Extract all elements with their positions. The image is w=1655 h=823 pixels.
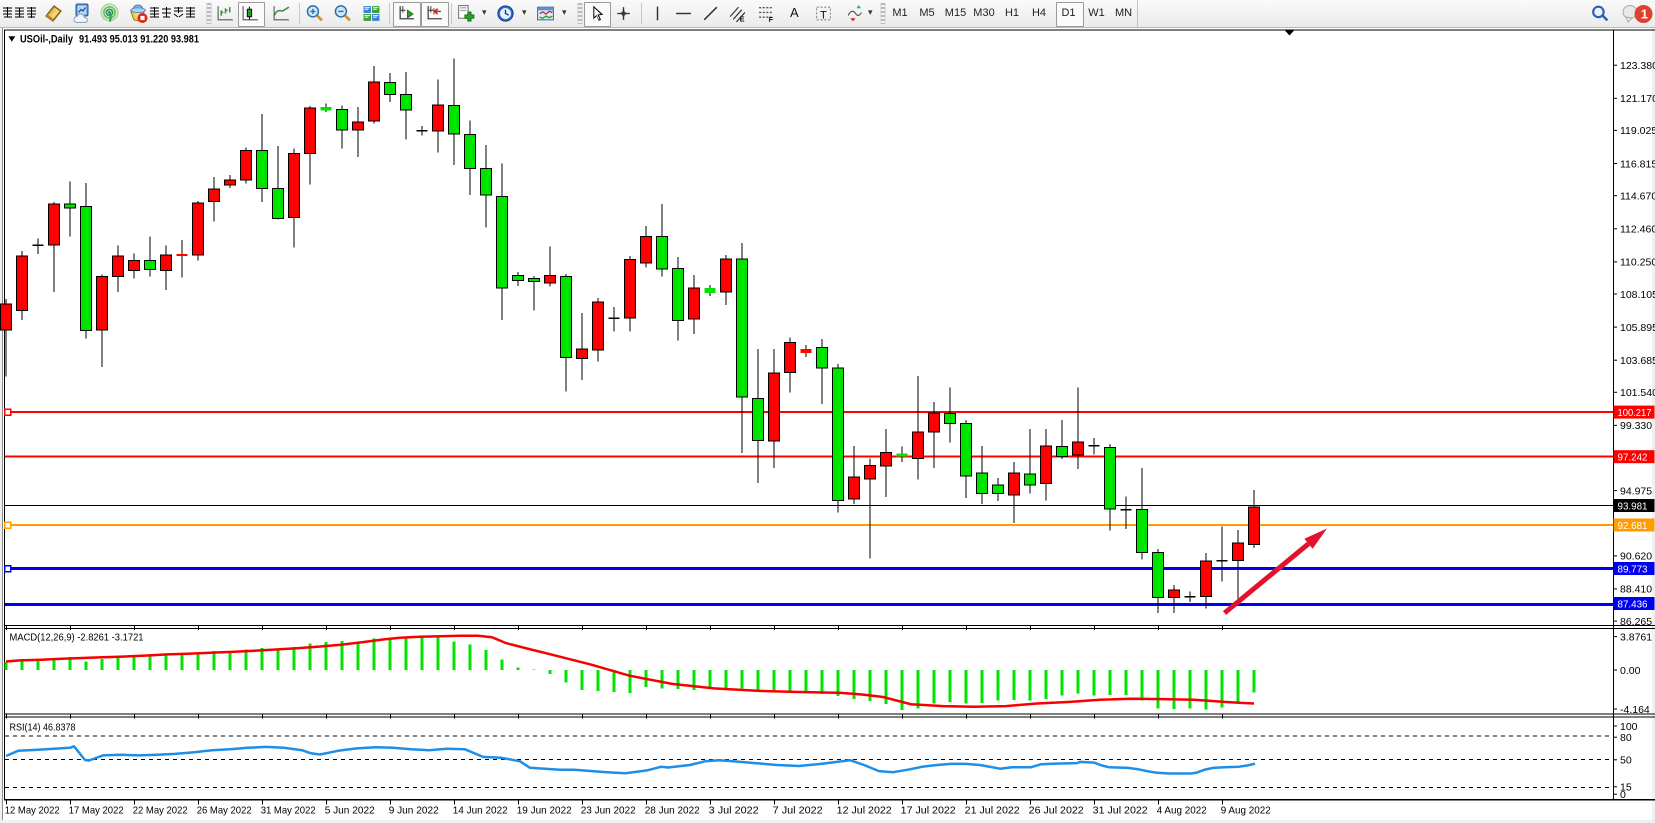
- svg-text:E: E: [740, 14, 745, 23]
- svg-text:26 May 2022: 26 May 2022: [197, 805, 252, 817]
- svg-text:92.681: 92.681: [1618, 520, 1648, 532]
- svg-text:97.242: 97.242: [1618, 452, 1648, 464]
- svg-text:28 Jun 2022: 28 Jun 2022: [645, 805, 700, 817]
- svg-text:105.895: 105.895: [1620, 322, 1655, 334]
- svg-text:22 May 2022: 22 May 2022: [133, 805, 188, 817]
- svg-text:0.00: 0.00: [1620, 665, 1641, 677]
- svg-text:87.436: 87.436: [1618, 598, 1648, 610]
- svg-text:3 Jul 2022: 3 Jul 2022: [709, 805, 759, 817]
- svg-text:86.265: 86.265: [1620, 616, 1652, 628]
- svg-text:9 Aug 2022: 9 Aug 2022: [1221, 805, 1271, 817]
- svg-text:99.330: 99.330: [1620, 420, 1652, 432]
- svg-text:80: 80: [1620, 732, 1632, 744]
- svg-text:26 Jul 2022: 26 Jul 2022: [1029, 805, 1084, 817]
- svg-text:110.250: 110.250: [1620, 257, 1655, 269]
- svg-text:100: 100: [1620, 721, 1638, 733]
- svg-text:4 Aug 2022: 4 Aug 2022: [1157, 805, 1207, 817]
- svg-text:94.975: 94.975: [1620, 485, 1652, 497]
- svg-text:89.773: 89.773: [1618, 563, 1648, 575]
- svg-text:116.815: 116.815: [1620, 158, 1655, 170]
- svg-text:MACD(12,26,9) -2.8261 -3.1721: MACD(12,26,9) -2.8261 -3.1721: [10, 632, 144, 644]
- svg-text:23 Jun 2022: 23 Jun 2022: [581, 805, 636, 817]
- svg-text:90.620: 90.620: [1620, 551, 1652, 563]
- svg-text:17 May 2022: 17 May 2022: [69, 805, 124, 817]
- svg-text:15: 15: [1620, 782, 1632, 794]
- svg-text:17 Jul 2022: 17 Jul 2022: [901, 805, 956, 817]
- svg-text:9 Jun 2022: 9 Jun 2022: [389, 805, 439, 817]
- svg-text:93.981: 93.981: [1618, 500, 1648, 512]
- svg-text:19 Jun 2022: 19 Jun 2022: [517, 805, 572, 817]
- svg-text:5 Jun 2022: 5 Jun 2022: [325, 805, 375, 817]
- svg-text:123.380: 123.380: [1620, 60, 1655, 72]
- svg-text:114.670: 114.670: [1620, 191, 1655, 203]
- svg-text:91.493 95.013 91.220 93.981: 91.493 95.013 91.220 93.981: [79, 34, 199, 46]
- svg-text:112.460: 112.460: [1620, 224, 1655, 236]
- svg-text:100.217: 100.217: [1618, 407, 1652, 419]
- svg-text:0: 0: [1620, 789, 1626, 801]
- svg-text:3.8761: 3.8761: [1620, 631, 1652, 643]
- svg-text:USOil-,Daily: USOil-,Daily: [20, 34, 74, 46]
- svg-text:12 May 2022: 12 May 2022: [5, 805, 60, 817]
- svg-text:31 Jul 2022: 31 Jul 2022: [1093, 805, 1148, 817]
- svg-text:RSI(14) 46.8378: RSI(14) 46.8378: [10, 722, 76, 734]
- svg-text:21 Jul 2022: 21 Jul 2022: [965, 805, 1020, 817]
- svg-text:108.105: 108.105: [1620, 289, 1655, 301]
- svg-text:T: T: [820, 9, 827, 21]
- svg-text:-4.164: -4.164: [1620, 704, 1650, 716]
- svg-text:14 Jun 2022: 14 Jun 2022: [453, 805, 508, 817]
- svg-text:101.540: 101.540: [1620, 387, 1655, 399]
- svg-text:1: 1: [1641, 7, 1648, 22]
- svg-text:103.685: 103.685: [1620, 355, 1655, 367]
- svg-text:88.410: 88.410: [1620, 584, 1652, 596]
- svg-text:7 Jul 2022: 7 Jul 2022: [773, 805, 823, 817]
- svg-text:121.170: 121.170: [1620, 93, 1655, 105]
- svg-text:119.025: 119.025: [1620, 125, 1655, 137]
- svg-text:F: F: [769, 15, 774, 23]
- svg-text:50: 50: [1620, 755, 1632, 767]
- svg-text:12 Jul 2022: 12 Jul 2022: [837, 805, 892, 817]
- svg-text:31 May 2022: 31 May 2022: [261, 805, 316, 817]
